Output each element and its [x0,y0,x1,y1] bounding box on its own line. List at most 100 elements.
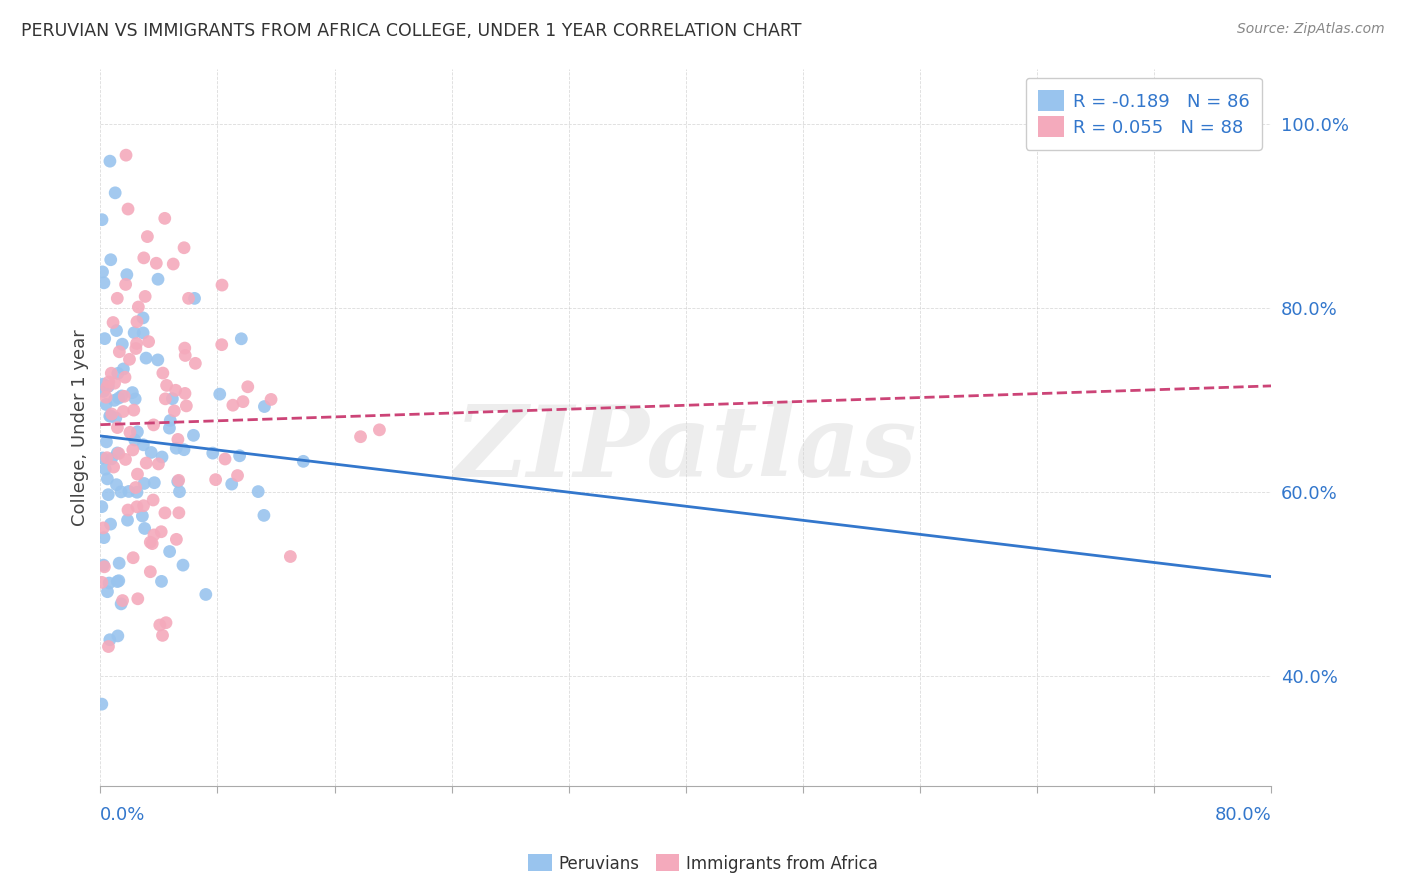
Point [134,521,156,535]
Point [169,484,191,499]
Point [105,324,128,338]
Point [90,500,112,514]
Point [107,367,129,381]
Legend: R = -0.189   N = 86, R = 0.055   N = 88: R = -0.189 N = 86, R = 0.055 N = 88 [1026,78,1263,150]
Point [94,397,117,411]
Point [165,384,187,398]
Point [153,211,176,226]
Point [122,403,145,417]
Point [139,535,162,549]
Y-axis label: College, Under 1 year: College, Under 1 year [72,329,89,525]
Point [174,348,197,362]
Point [117,503,139,517]
Point [114,452,136,467]
Point [94,390,117,404]
Point [125,315,148,329]
Point [146,272,169,286]
Legend: Peruvians, Immigrants from Africa: Peruvians, Immigrants from Africa [522,847,884,880]
Point [122,326,145,340]
Point [100,517,122,532]
Point [134,476,156,491]
Point [114,370,136,384]
Point [139,565,162,579]
Point [111,593,134,607]
Point [108,556,131,570]
Point [118,425,141,440]
Point [148,457,170,471]
Text: 0.0%: 0.0% [100,806,146,824]
Point [91,265,114,279]
Point [253,508,276,523]
Text: Source: ZipAtlas.com: Source: ZipAtlas.com [1237,22,1385,37]
Point [97,379,120,393]
Point [226,468,249,483]
Point [100,409,122,423]
Point [107,391,129,405]
Point [132,251,155,265]
Point [208,387,231,401]
Point [141,536,163,550]
Point [105,446,128,460]
Point [91,212,114,227]
Point [118,484,141,499]
Point [96,450,118,465]
Point [98,632,121,647]
Point [292,454,315,468]
Point [165,442,187,456]
Point [103,393,125,408]
Point [121,385,143,400]
Point [105,477,128,491]
Point [97,488,120,502]
Point [280,549,302,564]
Point [204,473,226,487]
Point [165,533,187,547]
Point [127,591,149,606]
Point [97,375,120,389]
Point [124,481,146,495]
Point [145,256,167,270]
Point [135,456,157,470]
Point [125,485,148,500]
Point [100,366,122,380]
Point [96,584,118,599]
Point [107,629,129,643]
Point [112,404,135,418]
Point [90,697,112,711]
Point [167,506,190,520]
Point [167,433,190,447]
Point [368,423,391,437]
Point [176,399,198,413]
Point [201,446,224,460]
Point [167,473,190,487]
Point [125,500,148,514]
Point [107,574,129,588]
Point [172,558,194,573]
Point [132,499,155,513]
Point [103,376,125,391]
Point [132,326,155,340]
Point [131,508,153,523]
Point [127,300,149,314]
Point [127,425,149,439]
Point [93,559,115,574]
Point [236,380,259,394]
Point [173,241,195,255]
Point [122,550,145,565]
Point [146,352,169,367]
Point [96,472,118,486]
Text: 80.0%: 80.0% [1215,806,1271,824]
Point [96,380,118,394]
Point [98,576,121,591]
Point [94,462,117,476]
Point [150,574,173,589]
Point [135,351,157,365]
Point [153,506,176,520]
Point [105,291,128,305]
Point [134,289,156,303]
Point [183,428,205,442]
Point [117,513,139,527]
Point [104,186,127,200]
Point [98,154,121,169]
Point [127,467,149,482]
Point [149,618,172,632]
